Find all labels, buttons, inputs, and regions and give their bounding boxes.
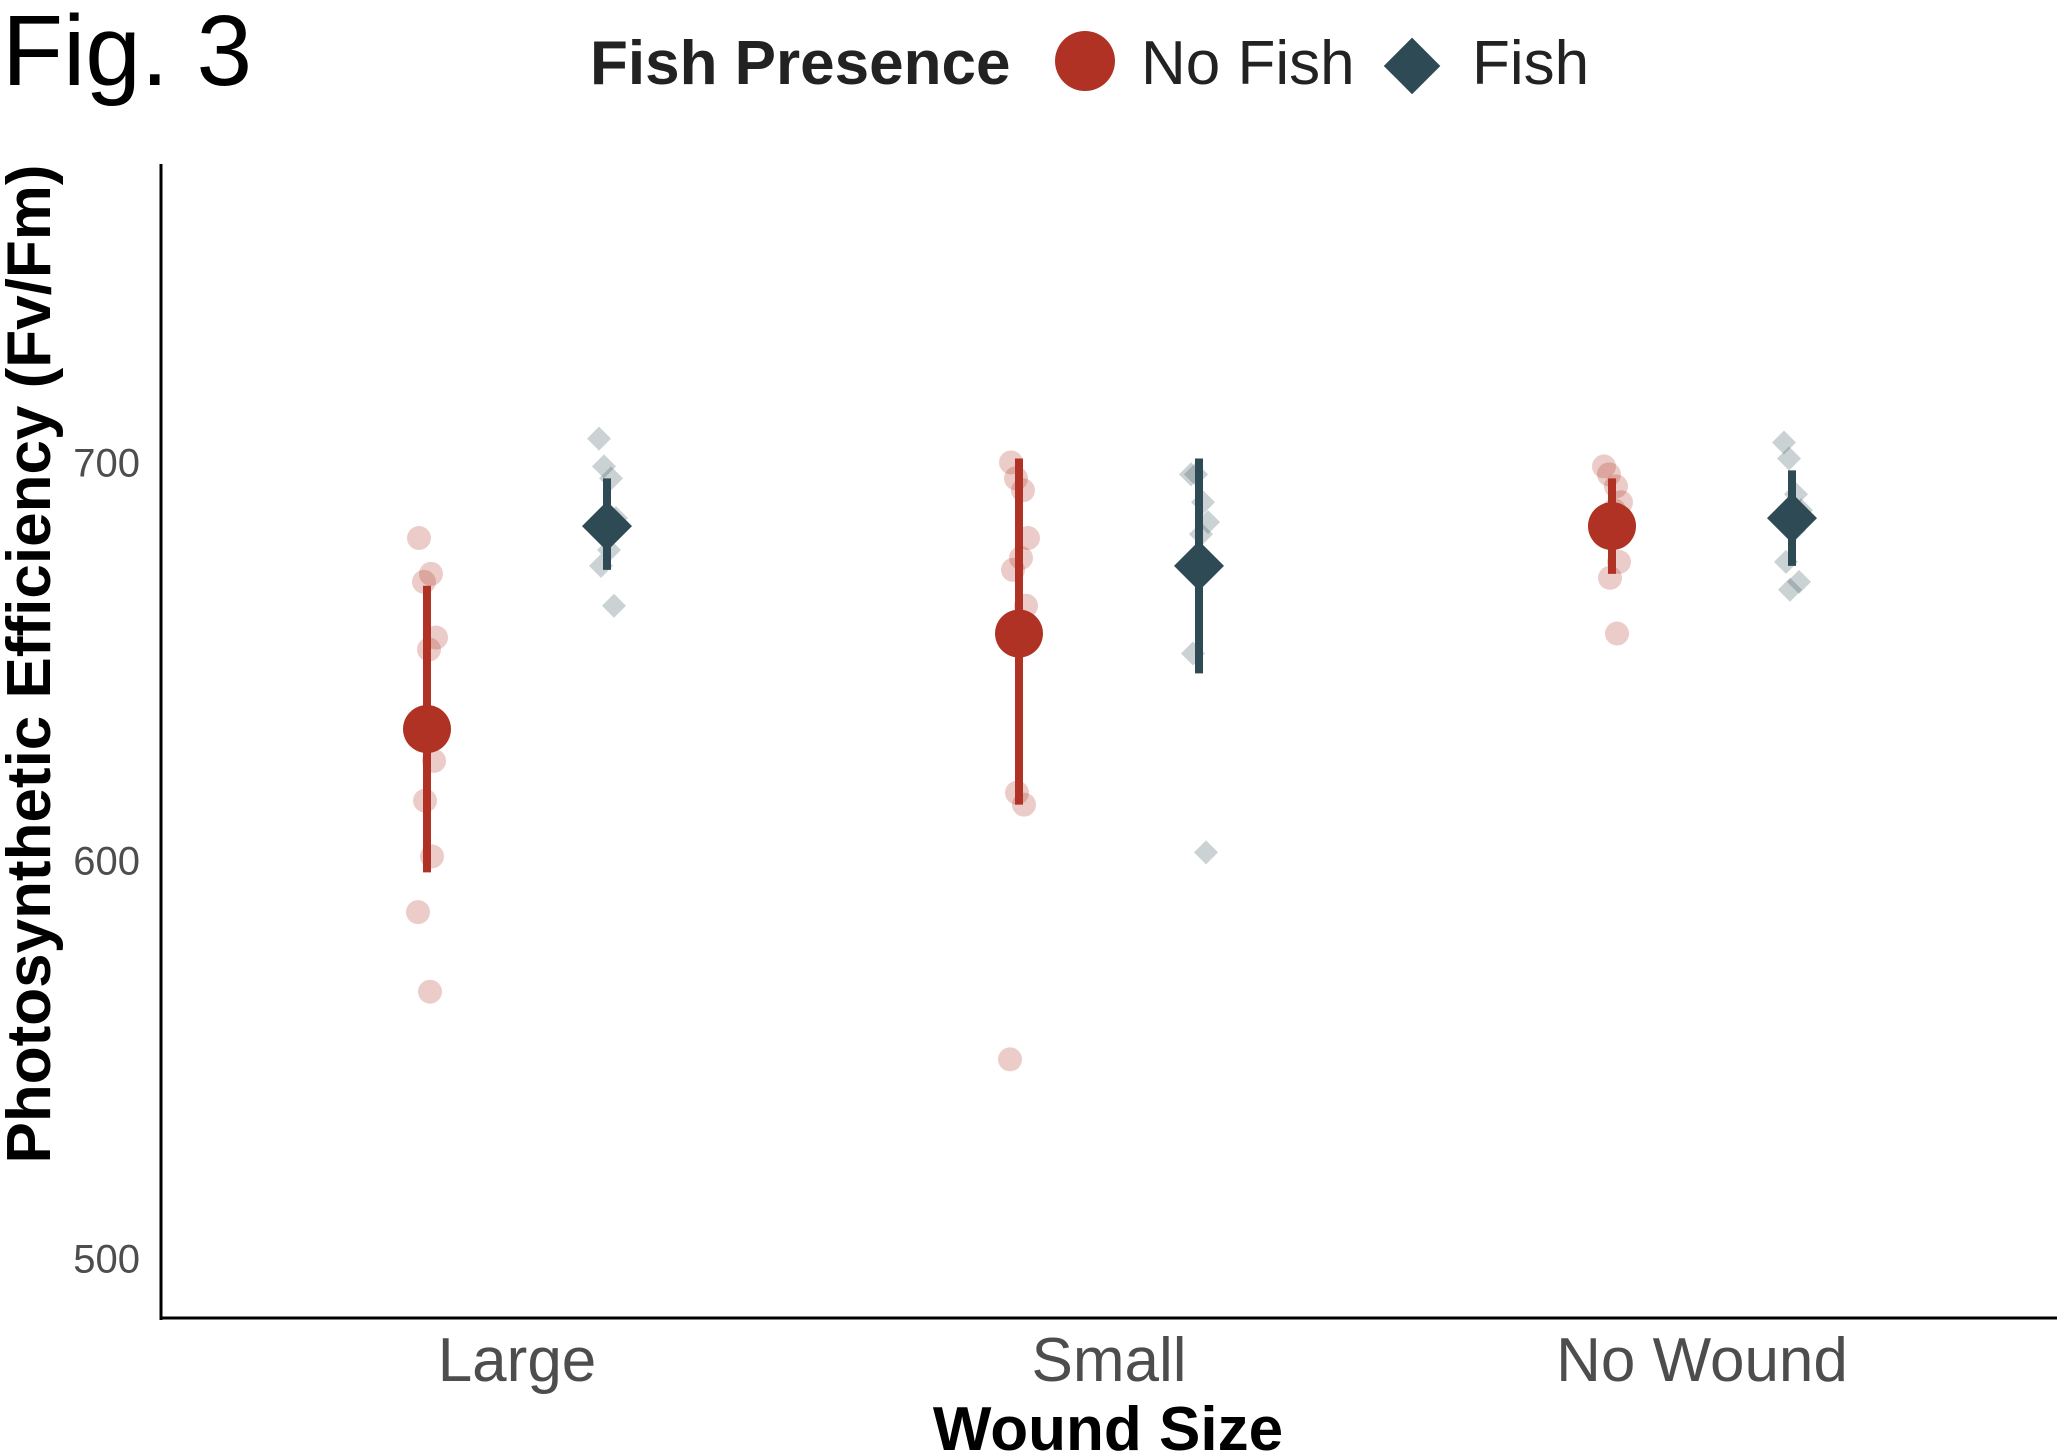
mean-point-no-fish — [403, 705, 451, 754]
raw-point-no-fish — [418, 979, 442, 1004]
mean-point-fish — [1174, 540, 1224, 591]
mean-point-fish — [1767, 493, 1817, 544]
raw-point-no-fish — [406, 900, 430, 925]
raw-point-fish — [587, 426, 611, 451]
mean-point-fish — [582, 501, 632, 552]
summary-marks — [403, 458, 1817, 873]
mean-point-no-fish — [1588, 502, 1636, 551]
legend-no-fish-label: No Fish — [1141, 29, 1355, 98]
x-tick-label: Large — [438, 1326, 597, 1395]
y-axis-title: Photosynthetic Efficiency (Fv/Fm) — [0, 164, 64, 1163]
legend-fish-marker — [1383, 37, 1441, 95]
y-tick-label: 500 — [73, 1237, 140, 1281]
x-axis-title: Wound Size — [933, 1395, 1283, 1451]
raw-point-fish — [1778, 577, 1802, 602]
x-tick-labels: Large Small No Wound — [438, 1326, 1848, 1395]
raw-point-fish — [1777, 446, 1801, 471]
raw-point-no-fish — [998, 1047, 1022, 1072]
raw-point-fish — [1772, 430, 1796, 455]
y-tick-labels: 500 600 700 — [73, 441, 140, 1281]
raw-point-no-fish — [407, 526, 431, 551]
mean-point-no-fish — [995, 609, 1043, 658]
x-tick-label: Small — [1031, 1326, 1186, 1395]
raw-point-fish — [592, 454, 616, 479]
raw-point-fish — [1787, 569, 1811, 594]
raw-point-fish — [602, 593, 626, 618]
legend-no-fish-marker — [1055, 31, 1115, 91]
raw-point-no-fish — [419, 561, 443, 586]
legend-fish-label: Fish — [1472, 29, 1589, 98]
legend: Fish Presence No Fish Fish — [590, 29, 1589, 98]
figure-label: Fig. 3 — [2, 0, 253, 107]
raw-point-no-fish — [1605, 621, 1629, 646]
raw-point-fish — [1194, 840, 1218, 865]
raw-point-no-fish — [1592, 454, 1616, 479]
legend-title: Fish Presence — [590, 29, 1010, 98]
y-tick-label: 700 — [73, 441, 140, 485]
y-tick-label: 600 — [73, 839, 140, 883]
x-tick-label: No Wound — [1556, 1326, 1848, 1395]
